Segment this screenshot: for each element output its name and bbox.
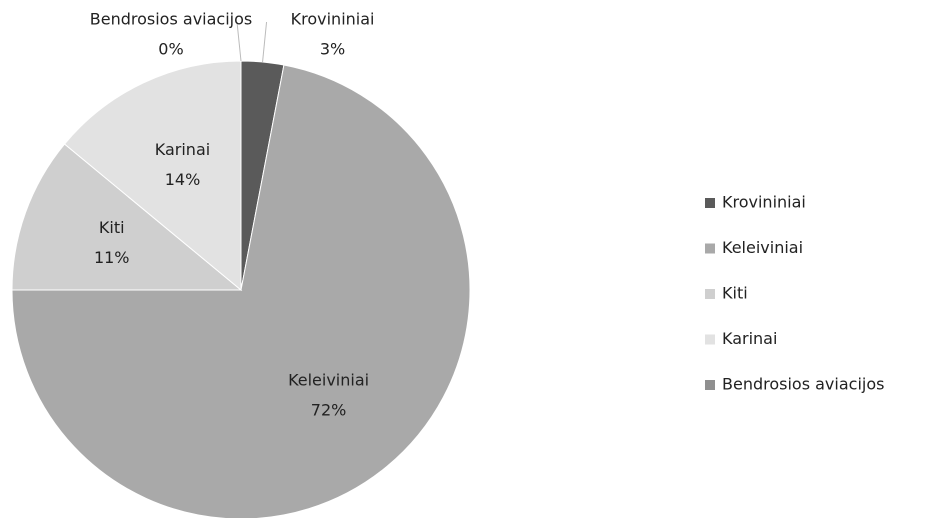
legend-marker — [705, 243, 715, 254]
data-label-name: Keleiviniai — [288, 370, 369, 389]
legend-label: Karinai — [722, 329, 777, 348]
legend-marker — [705, 334, 715, 345]
data-label: 3% — [320, 40, 345, 59]
leader-line — [262, 21, 268, 63]
leader-line — [236, 21, 242, 62]
legend-label: Krovininiai — [722, 193, 806, 212]
legend-marker — [705, 198, 715, 208]
pie-slice — [11, 64, 471, 518]
legend-marker — [705, 380, 715, 390]
legend-label: Keleiviniai — [722, 238, 803, 257]
legend-label: Kiti — [722, 284, 748, 303]
data-label: 0% — [158, 40, 183, 59]
legend-label: Bendrosios aviacijos — [722, 375, 884, 394]
pie-slice — [11, 143, 243, 291]
legend-marker — [705, 289, 715, 299]
data-label-name: Kiti — [99, 218, 125, 237]
data-label-name: Krovininiai — [291, 10, 375, 29]
data-label-name: Bendrosios aviacijos — [90, 10, 252, 29]
data-label: 14% — [165, 170, 201, 189]
data-label: 11% — [94, 248, 130, 267]
pie-slice — [63, 60, 242, 292]
data-label-name: Karinai — [155, 140, 210, 159]
data-label: 72% — [311, 400, 347, 419]
